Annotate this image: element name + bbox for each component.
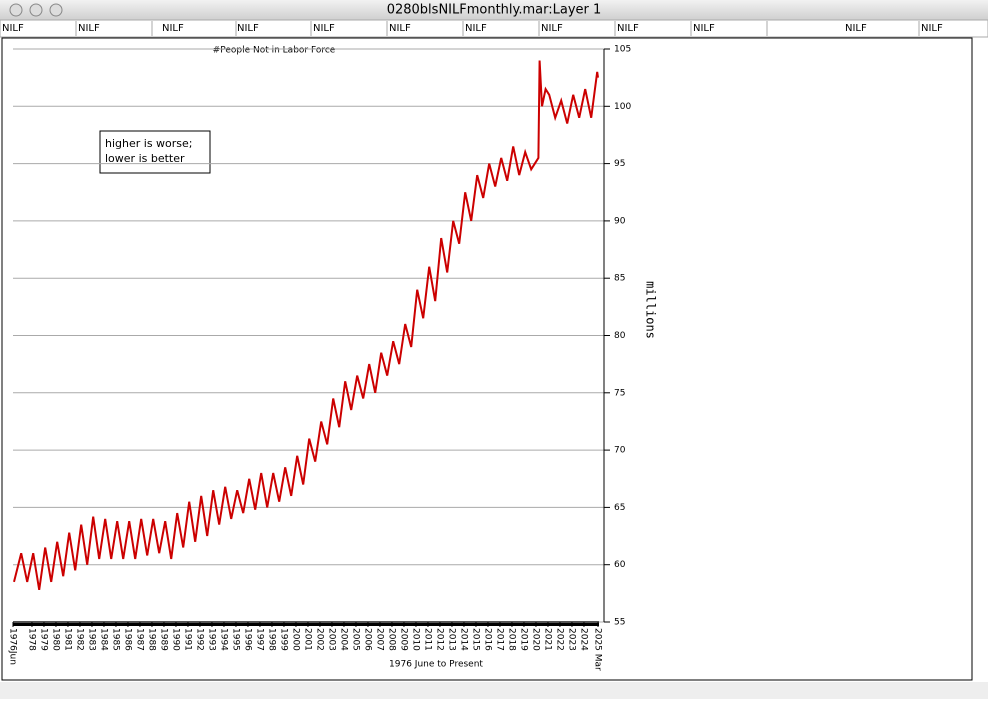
status-bar — [0, 682, 988, 699]
header-label: NILF — [78, 23, 100, 34]
x-tick-label: 2004 — [338, 628, 348, 651]
x-tick-label: 1999 — [278, 628, 288, 651]
x-tick-label: 1994 — [218, 628, 228, 651]
x-tick-label: 2024 — [578, 628, 588, 651]
x-axis-bar — [13, 621, 599, 626]
header-label: NILF — [617, 23, 639, 34]
y-tick-label: 75 — [614, 388, 625, 398]
x-tick-label: 2006 — [362, 628, 372, 651]
x-tick-label: 2022 — [554, 628, 564, 651]
x-tick-label: 1985 — [110, 628, 120, 651]
x-tick-label: 1979 — [38, 628, 48, 651]
x-tick-label: 2025 Mar — [593, 628, 603, 671]
y-tick-label: 85 — [614, 274, 625, 284]
x-tick-label: 1976Jun — [8, 628, 18, 665]
x-tick-label: 2019 — [518, 628, 528, 651]
x-tick-label: 1982 — [74, 628, 84, 651]
header-label: NILF — [921, 23, 943, 34]
header-label: NILF — [693, 23, 715, 34]
annotation: higher is worse; — [105, 137, 193, 150]
x-tick-label: 1988 — [146, 628, 156, 651]
header-label: NILF — [313, 23, 335, 34]
x-tick-label: 1998 — [266, 628, 276, 651]
annotation-box — [99, 130, 211, 174]
header-label: NILF — [2, 23, 24, 34]
x-tick-label: 2014 — [458, 628, 468, 651]
x-tick-label: 2018 — [506, 628, 516, 651]
x-tick-label: 2008 — [386, 628, 396, 651]
x-tick-label: 2005 — [350, 628, 360, 651]
x-tick-label: 2003 — [326, 628, 336, 651]
header-label: NILF — [237, 23, 259, 34]
header-label: NILF — [389, 23, 411, 34]
x-tick-label: 1981 — [62, 628, 72, 651]
x-tick-label: 1990 — [170, 628, 180, 651]
chart-title: #People Not in Labor Force — [213, 46, 336, 56]
x-axis-label: 1976 June to Present — [389, 660, 483, 670]
y-axis-label: millions — [644, 281, 658, 339]
x-tick-label: 1992 — [194, 628, 204, 651]
annotation: lower is better — [105, 152, 185, 165]
y-tick-label: 70 — [614, 446, 626, 456]
window-title: 0280blsNILFmonthly.mar:Layer 1 — [387, 3, 602, 18]
data-line — [13, 60, 599, 591]
x-tick-label: 2002 — [314, 628, 324, 651]
x-tick-label: 1995 — [230, 628, 240, 651]
close-button[interactable] — [9, 3, 23, 17]
header-label: NILF — [845, 23, 867, 34]
x-tick-label: 2009 — [398, 628, 408, 651]
y-tick-label: 105 — [614, 45, 631, 55]
header-label: NILF — [162, 23, 184, 34]
x-tick-label: 1987 — [134, 628, 144, 651]
y-tick-label: 80 — [614, 331, 626, 341]
header-row — [0, 19, 988, 38]
y-tick-label: 60 — [614, 560, 626, 570]
y-tick-label: 90 — [614, 216, 626, 226]
x-tick-label: 2016 — [482, 628, 492, 651]
x-tick-label: 2012 — [434, 628, 444, 651]
x-tick-label: 2011 — [422, 628, 432, 651]
x-tick-label: 1989 — [158, 628, 168, 651]
header-label: NILF — [541, 23, 563, 34]
x-tick-label: 2020 — [530, 628, 540, 651]
x-tick-label: 2015 — [470, 628, 480, 651]
x-tick-label: 1986 — [122, 628, 132, 651]
header-label: NILF — [465, 23, 487, 34]
minimize-button[interactable] — [29, 3, 43, 17]
x-tick-label: 1978 — [26, 628, 36, 651]
zoom-button[interactable] — [49, 3, 63, 17]
x-tick-label: 2021 — [542, 628, 552, 651]
title-bar — [0, 0, 988, 20]
x-tick-label: 2007 — [374, 628, 384, 651]
x-tick-label: 1983 — [86, 628, 96, 651]
x-tick-label: 1996 — [242, 628, 252, 651]
x-tick-label: 1997 — [254, 628, 264, 651]
y-tick-label: 65 — [614, 503, 625, 513]
x-tick-label: 1980 — [50, 628, 60, 651]
x-tick-label: 1984 — [98, 628, 108, 651]
y-tick-label: 100 — [614, 102, 631, 112]
x-tick-label: 2010 — [410, 628, 420, 651]
x-tick-label: 1991 — [182, 628, 192, 651]
x-tick-label: 2023 — [566, 628, 576, 651]
y-tick-label: 55 — [614, 618, 625, 628]
x-tick-label: 2001 — [302, 628, 312, 651]
y-tick-label: 95 — [614, 159, 625, 169]
x-tick-label: 2017 — [494, 628, 504, 651]
x-tick-label: 2013 — [446, 628, 456, 651]
x-tick-label: 1993 — [206, 628, 216, 651]
x-tick-label: 2000 — [290, 628, 300, 651]
